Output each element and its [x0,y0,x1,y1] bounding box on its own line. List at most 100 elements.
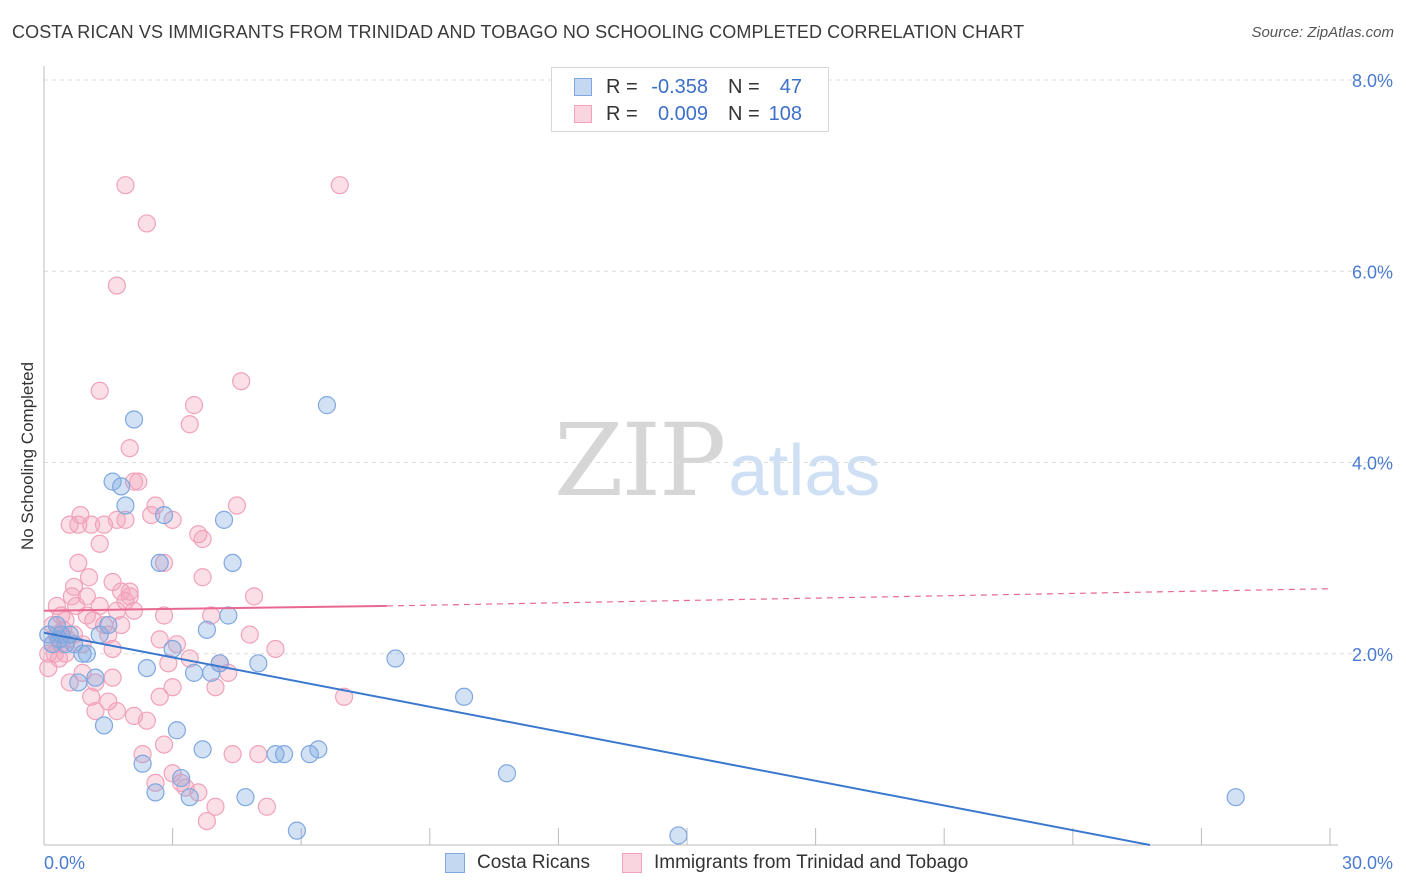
point-costa-ricans [386,649,405,668]
legend-r-label: R = [606,75,638,98]
point-trinidad [266,639,285,659]
grid [44,79,1392,655]
point-trinidad [124,601,144,620]
legend-n-label: N = [728,75,760,98]
series-legend-trinidad[interactable]: Immigrants from Trinidad and Tobago [622,852,968,874]
point-trinidad [146,773,165,792]
point-costa-ricans [94,716,114,735]
point-costa-ricans [287,821,307,840]
trend-lines [43,588,1331,846]
point-costa-ricans [669,826,688,845]
y-tick-label: 4.0% [1352,454,1393,474]
point-trinidad [154,553,174,573]
point-costa-ricans [167,721,186,740]
point-trinidad [206,678,225,697]
point-trinidad [232,372,251,391]
point-trinidad [150,687,169,706]
series-label-trinidad: Immigrants from Trinidad and Tobago [654,852,969,873]
point-costa-ricans [154,505,174,525]
legend-swatch-trinidad [574,105,592,123]
point-costa-ricans [150,553,169,573]
point-costa-ricans [146,783,165,802]
point-costa-ricans [197,620,216,639]
point-costa-ricans [86,668,105,687]
point-trinidad [79,568,99,587]
point-trinidad [154,606,174,625]
point-costa-ricans [69,673,88,692]
point-costa-ricans [193,740,212,759]
point-trinidad [116,176,135,195]
trend-line-costa-ricans [43,631,1151,846]
legend-n-value: 47 [779,75,802,98]
point-costa-ricans [309,740,328,759]
legend-swatch-costa-ricans [574,78,592,96]
series-legend-costa-ricans[interactable]: Costa Ricans [445,852,590,874]
point-trinidad [227,496,246,515]
point-trinidad [142,505,161,525]
legend-r-value: -0.358 [651,75,708,98]
legend-r-value: 0.009 [657,102,708,125]
point-costa-ricans [112,477,131,496]
point-trinidad [193,529,212,549]
trend-line-trinidad-dashed [386,588,1331,607]
point-trinidad [334,687,354,706]
point-costa-ricans [47,615,66,635]
watermark-atlas: atlas [728,431,881,511]
point-trinidad [137,711,156,730]
series-label-costa-ricans: Costa Ricans [477,852,590,873]
point-trinidad [120,587,139,606]
series-swatch-costa-ricans [445,853,465,873]
point-trinidad [137,214,156,233]
point-trinidad [69,553,88,573]
point-costa-ricans [77,644,96,663]
point-costa-ricans [210,654,229,673]
point-trinidad [90,381,109,400]
point-trinidad [103,668,122,687]
point-trinidad [244,587,264,606]
point-costa-ricans [124,410,144,429]
point-costa-ricans [116,496,135,515]
point-trinidad [133,745,152,764]
y-tick-label: 2.0% [1352,645,1393,665]
point-trinidad [163,510,182,529]
point-trinidad [112,615,131,635]
watermark: ZIPatlas [554,402,880,519]
point-costa-ricans [236,788,255,807]
point-costa-ricans [219,606,238,625]
point-costa-ricans [223,553,242,573]
point-costa-ricans [99,615,118,635]
point-costa-ricans [274,745,294,764]
legend-row-trinidad: R = 0.009 N = 108 [574,102,802,126]
series-swatch-trinidad [622,853,642,873]
point-trinidad [223,745,242,764]
point-trinidad [206,797,225,816]
y-tick-label: 6.0% [1352,262,1393,282]
point-trinidad [90,534,109,553]
point-trinidad [197,811,216,831]
point-trinidad [180,415,199,434]
point-trinidad [120,582,139,601]
point-costa-ricans [454,687,474,706]
point-costa-ricans [180,788,199,807]
legend-n-value: 108 [768,102,802,125]
point-trinidad [64,577,84,596]
point-trinidad [330,176,349,195]
point-trinidad [193,568,212,587]
point-trinidad [163,678,182,697]
source-label: Source: ZipAtlas.com [1251,24,1394,41]
point-trinidad [107,702,126,721]
point-trinidad [240,625,259,644]
point-costa-ricans [1226,788,1245,807]
x-tick-label: 0.0% [44,853,85,873]
point-trinidad [90,596,109,616]
point-costa-ricans [163,639,182,659]
chart-title: COSTA RICAN VS IMMIGRANTS FROM TRINIDAD … [12,22,1025,42]
legend-r-label: R = [606,102,638,125]
correlation-legend: R = -0.358 N = 47 R = 0.009 N = 108 [551,67,829,132]
point-trinidad [56,611,75,630]
point-trinidad [103,639,122,659]
point-costa-ricans [497,764,517,783]
point-costa-ricans [214,510,234,529]
point-costa-ricans [300,745,319,764]
